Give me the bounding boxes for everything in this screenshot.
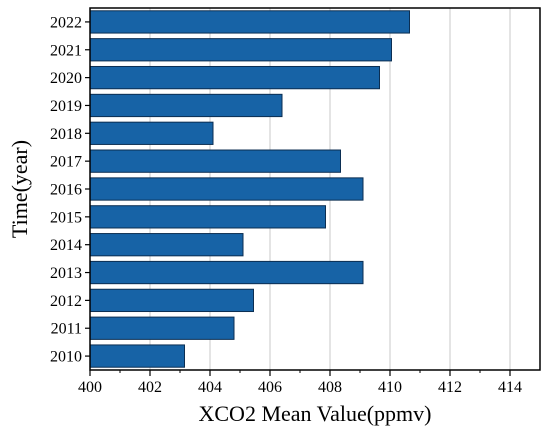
y-tick-label: 2015 [50, 209, 82, 226]
bar-2015 [89, 205, 326, 229]
x-tick-label: 406 [258, 379, 282, 396]
y-tick-label: 2021 [50, 42, 82, 59]
x-axis-title: XCO2 Mean Value(ppmv) [199, 401, 432, 426]
x-tick-label: 400 [78, 379, 102, 396]
y-tick-label: 2011 [51, 321, 82, 338]
x-tick-label: 414 [498, 379, 522, 396]
bar-2014 [89, 233, 244, 257]
y-tick-label: 2022 [50, 14, 82, 31]
bar-2013 [89, 260, 364, 285]
y-tick-label: 2019 [50, 98, 82, 115]
bar-2019 [89, 93, 283, 118]
bar-2017 [89, 149, 341, 173]
x-tick-label: 408 [318, 379, 342, 396]
y-tick-label: 2018 [50, 126, 82, 143]
y-tick-label: 2012 [50, 293, 82, 310]
ticks: 2022 2021 2020 2019 2018 2017 2016 2015 2014 2013… [50, 14, 522, 396]
y-tick-label: 2020 [50, 70, 82, 87]
y-tick-label: 2013 [50, 265, 82, 282]
y-tick-label: 2016 [50, 182, 82, 199]
y-tick-label: 2010 [50, 349, 82, 366]
x-tick-label: 402 [138, 379, 162, 396]
plot-frame [89, 7, 541, 371]
y-axis-title: Time(year) [7, 140, 32, 238]
x-tick-label: 410 [378, 379, 402, 396]
x-tick-label: 412 [438, 379, 462, 396]
bar-2018 [89, 121, 214, 145]
bar-2012 [89, 288, 254, 313]
x-tick-label: 404 [198, 379, 222, 396]
y-tick-label: 2017 [50, 154, 82, 171]
y-tick-label: 2014 [50, 237, 82, 254]
bar-2021 [89, 38, 392, 62]
bar-2011 [89, 316, 235, 340]
bar-2010 [89, 344, 185, 368]
bar-2016 [89, 177, 364, 201]
bars [89, 10, 410, 368]
bar-2022 [89, 10, 410, 34]
bar-2020 [89, 65, 380, 90]
